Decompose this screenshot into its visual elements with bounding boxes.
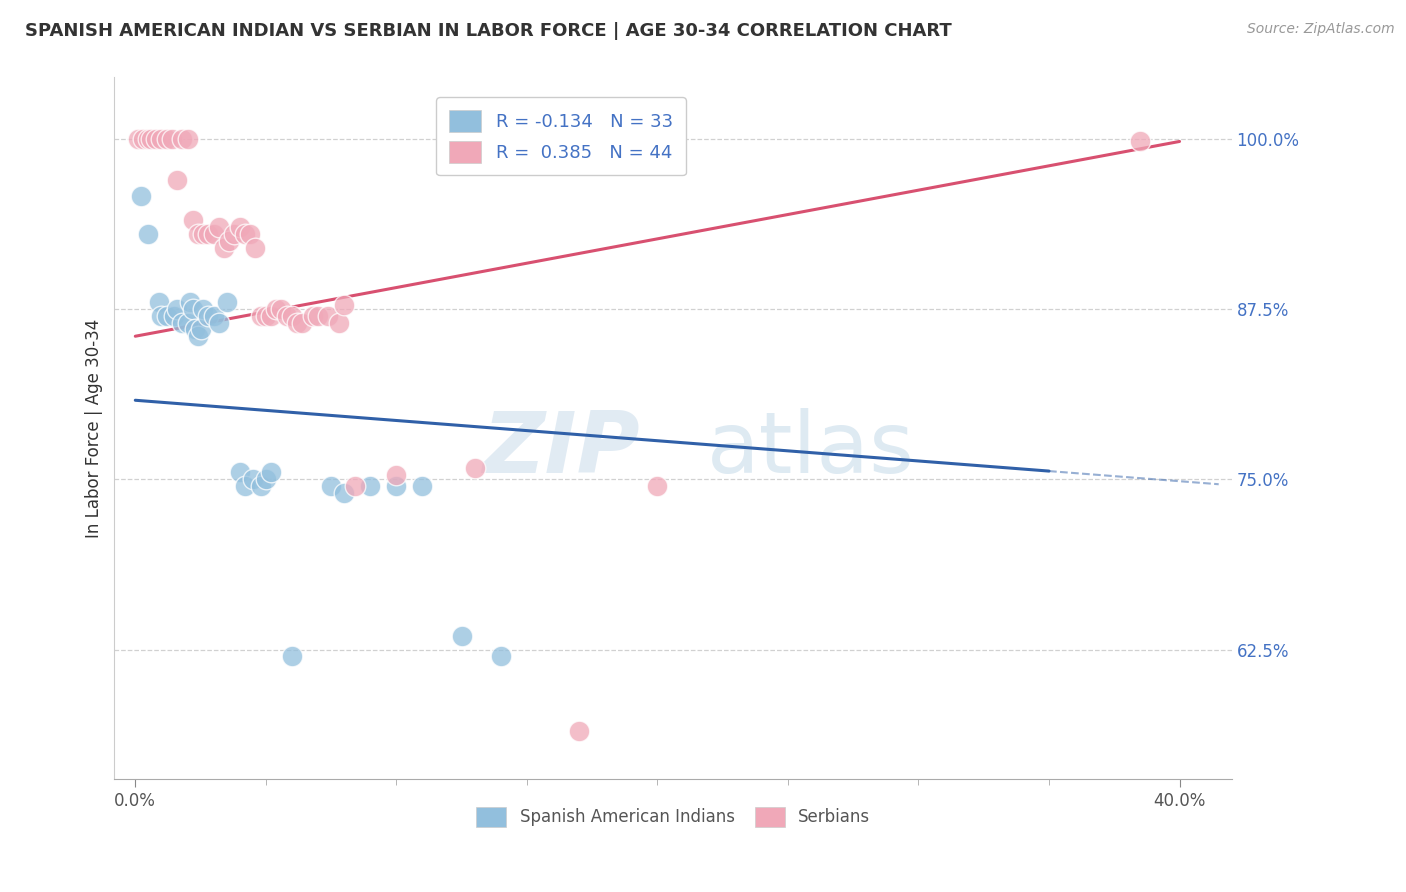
Point (276, 309, 298, 323)
Point (202, 227, 225, 241)
Point (489, 649, 512, 664)
Point (307, 309, 329, 323)
Legend: Spanish American Indians, Serbians: Spanish American Indians, Serbians (470, 800, 877, 834)
Point (450, 629, 472, 643)
Point (411, 479, 433, 493)
Text: SPANISH AMERICAN INDIAN VS SERBIAN IN LABOR FORCE | AGE 30-34 CORRELATION CHART: SPANISH AMERICAN INDIAN VS SERBIAN IN LA… (25, 22, 952, 40)
Point (249, 309, 271, 323)
Point (281, 309, 304, 323)
Point (291, 316, 314, 330)
Y-axis label: In Labor Force | Age 30-34: In Labor Force | Age 30-34 (86, 318, 103, 538)
Point (179, 295, 201, 310)
Point (328, 316, 350, 330)
Point (208, 316, 231, 330)
Point (385, 479, 408, 493)
Point (150, 132, 173, 146)
Point (181, 213, 204, 227)
Point (215, 295, 238, 310)
Point (254, 309, 277, 323)
Point (568, 724, 591, 739)
Point (233, 479, 256, 493)
Point (242, 472, 264, 486)
Text: ZIP: ZIP (482, 408, 640, 491)
Point (132, 132, 155, 146)
Point (301, 309, 323, 323)
Point (254, 472, 277, 486)
Point (176, 316, 198, 330)
Point (333, 486, 356, 500)
Point (218, 234, 240, 248)
Point (333, 298, 356, 312)
Point (239, 227, 262, 241)
Point (148, 295, 170, 310)
Point (245, 241, 267, 255)
Point (197, 309, 219, 323)
Point (187, 227, 209, 241)
Point (202, 309, 225, 323)
Point (212, 241, 235, 255)
Point (187, 329, 209, 343)
Point (145, 132, 167, 146)
Text: atlas: atlas (707, 408, 914, 491)
Point (318, 309, 340, 323)
Point (260, 309, 283, 323)
Point (233, 227, 256, 241)
Point (150, 309, 173, 323)
Point (156, 309, 179, 323)
Point (285, 316, 308, 330)
Point (224, 227, 246, 241)
Point (160, 132, 183, 146)
Point (193, 227, 215, 241)
Point (208, 220, 231, 235)
Point (181, 301, 204, 316)
Point (138, 227, 160, 241)
Point (647, 479, 669, 493)
Point (197, 227, 219, 241)
Text: Source: ZipAtlas.com: Source: ZipAtlas.com (1247, 22, 1395, 37)
Point (163, 309, 186, 323)
Point (464, 461, 486, 475)
Point (156, 132, 179, 146)
Point (127, 132, 149, 146)
Point (270, 301, 292, 316)
Point (176, 132, 198, 146)
Point (190, 322, 212, 336)
Point (359, 479, 381, 493)
Point (138, 132, 160, 146)
Point (1129, 135, 1152, 149)
Point (139, 132, 162, 146)
Point (129, 189, 152, 203)
Point (264, 301, 287, 316)
Point (228, 466, 250, 480)
Point (260, 466, 283, 480)
Point (193, 301, 215, 316)
Point (228, 220, 250, 235)
Point (343, 479, 366, 493)
Point (166, 172, 188, 186)
Point (319, 479, 342, 493)
Point (249, 479, 271, 493)
Point (385, 468, 408, 483)
Point (172, 316, 194, 330)
Point (166, 301, 188, 316)
Point (281, 649, 304, 664)
Point (172, 132, 194, 146)
Point (184, 322, 207, 336)
